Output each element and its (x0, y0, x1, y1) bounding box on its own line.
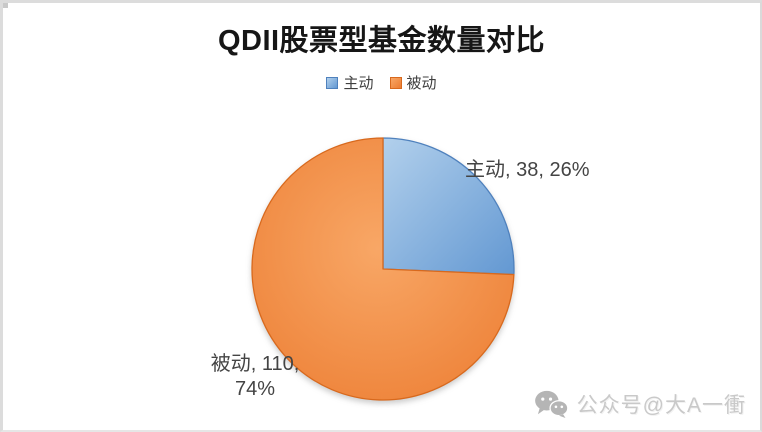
data-label-passive-line2: 74% (234, 378, 276, 400)
frame-corner (3, 3, 8, 8)
data-label-active: 主动, 38, 26% (465, 159, 590, 181)
pie-chart (251, 137, 515, 401)
pie-slice-被动[interactable] (251, 137, 515, 401)
legend: 主动 被动 (3, 72, 760, 93)
legend-item-active[interactable]: 主动 (326, 72, 374, 93)
legend-item-passive[interactable]: 被动 (389, 72, 437, 93)
legend-swatch-active-icon (326, 76, 339, 89)
legend-label-active: 主动 (343, 75, 374, 92)
watermark: 公众号@大A一衝 (534, 389, 746, 419)
data-label-passive-line1: 被动, 110, (210, 353, 300, 375)
pie-slice-主动[interactable] (382, 137, 515, 276)
chart-title: QDII股票型基金数量对比 (217, 25, 546, 57)
legend-label-passive: 被动 (406, 75, 437, 92)
watermark-text: 公众号@大A一衝 (576, 394, 746, 417)
legend-swatch-passive-icon (389, 76, 402, 89)
data-label-passive: 被动, 110, 74% (185, 352, 325, 402)
wechat-icon (534, 390, 568, 418)
